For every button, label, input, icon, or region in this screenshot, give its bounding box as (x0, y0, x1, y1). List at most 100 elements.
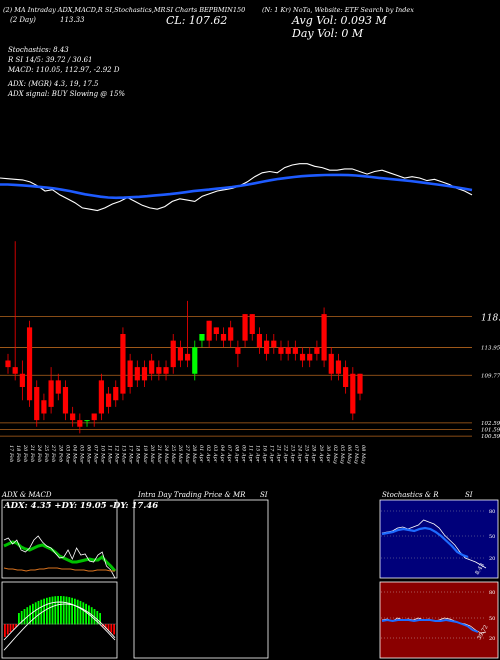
header-line1-right: SI Charts BEPBMIN150 (166, 6, 246, 14)
date-label-12: 07 Mar (92, 445, 98, 464)
candle-body-9 (70, 413, 76, 421)
candle-body-25 (184, 353, 191, 361)
date-label-15: 12 Mar (114, 445, 120, 464)
date-label-9: 04 Mar (71, 445, 77, 464)
macd-bar-34 (99, 613, 101, 625)
macd-bar-23 (68, 597, 71, 625)
intraday-panel-title2: SI (260, 491, 268, 499)
macd-bar-18 (54, 596, 57, 625)
date-label-47: 05 May (339, 445, 345, 464)
macd-bar-16 (48, 597, 51, 625)
date-label-35: 15 Apr (254, 445, 260, 463)
adx-plus-di-line (3, 540, 117, 572)
intraday-panel-frame (133, 499, 269, 659)
date-label-23: 25 Mar (170, 444, 176, 464)
candle-body-34 (249, 314, 255, 334)
macd-bar-1 (6, 624, 9, 635)
date-label-4: 24 Feb (36, 444, 42, 462)
date-label-5: 25 Feb (43, 444, 49, 462)
candle-body-13 (98, 380, 104, 414)
candle-body-8 (62, 387, 69, 414)
date-label-17: 17 Mar (128, 445, 134, 464)
candle-body-21 (156, 367, 162, 374)
candle-body-10 (77, 420, 83, 427)
macd-bar-13 (40, 599, 43, 625)
date-label-2: 20 Feb (22, 444, 28, 462)
adx-minus-di-line (3, 535, 116, 579)
candle-body-19 (141, 367, 148, 381)
date-label-18: 18 Mar (135, 445, 141, 464)
level-label-3: 102.59 (481, 421, 500, 427)
date-label-50: 08 May (360, 445, 366, 464)
stoch-upper-frame (379, 499, 499, 579)
candle-body-49 (357, 373, 363, 394)
date-label-32: 08 Apr (233, 445, 239, 463)
date-label-41: 24 Apr (297, 444, 303, 463)
rsi-readout: R SI 14/5: 39.72 / 30.61 (8, 56, 93, 64)
date-label-43: 28 Apr (311, 444, 317, 463)
level-label-5: 100.59 (481, 434, 500, 440)
candle-body-24 (177, 347, 184, 361)
candle-body-22 (163, 367, 169, 374)
macd-bar-0 (4, 624, 6, 637)
macd-bar-36 (104, 624, 107, 629)
candle-body-20 (149, 360, 155, 374)
candle-body-42 (307, 353, 313, 361)
header-line2-left: (2 Day) (10, 16, 36, 24)
candle-body-36 (264, 340, 270, 354)
candle-body-1 (12, 367, 18, 374)
macd-bar-22 (65, 596, 68, 625)
macd-bar-15 (46, 597, 48, 625)
date-label-7: 28 Feb (57, 444, 63, 462)
candle-body-7 (55, 380, 61, 394)
stoch-k-line (381, 519, 487, 569)
candle-body-17 (127, 360, 133, 387)
date-label-45: 30 Apr (325, 445, 331, 463)
date-label-29: 03 Apr (212, 445, 218, 463)
candle-body-3 (26, 327, 33, 401)
candle-body-15 (113, 387, 119, 401)
date-label-16: 13 Mar (121, 445, 127, 464)
date-label-0: 17 Feb (8, 445, 14, 462)
adx-panel-label: ADX: 4.35 +DY: 19.05 -DY: 17.46 (4, 501, 159, 511)
date-label-6: 27 Feb (50, 444, 56, 462)
macd-bar-37 (107, 624, 110, 631)
stoch-lower-tick-1: 50 (489, 616, 495, 622)
candle-body-18 (134, 367, 140, 381)
date-label-30: 04 Apr (219, 445, 225, 463)
candle-body-14 (105, 393, 112, 407)
stoch-upper-tick-1: 50 (489, 534, 495, 540)
candle-body-45 (328, 353, 334, 374)
macd-line (3, 601, 116, 641)
date-label-19: 19 Mar (142, 445, 148, 464)
macd-bar-27 (79, 600, 82, 625)
candle-body-30 (220, 334, 227, 341)
date-label-31: 07 Apr (226, 445, 232, 463)
adx-line (3, 567, 115, 572)
date-label-48: 06 May (346, 445, 352, 464)
date-label-1: 18 Feb (15, 445, 21, 462)
level-label-0: 118.62 (481, 314, 500, 324)
header-line1-left: (2) MA Intraday ADX,MACD,R (3, 6, 103, 14)
candle-body-38 (278, 347, 284, 354)
macd-signal-line (3, 603, 116, 651)
moving-average-line (0, 173, 473, 200)
rsi-signal-line (381, 618, 479, 633)
candle-body-0 (5, 360, 11, 368)
candle-body-11 (84, 420, 90, 422)
macd-bar-6 (20, 610, 23, 625)
date-label-27: 01 Apr (198, 445, 204, 463)
date-label-34: 11 Apr (247, 445, 253, 463)
candle-body-40 (292, 347, 298, 354)
day-volume-label: Day Vol: 0 M (292, 27, 364, 40)
macd-bar-38 (110, 624, 113, 633)
macd-bar-19 (57, 596, 59, 625)
level-label-4: 101.59 (481, 427, 500, 433)
date-label-21: 21 Mar (156, 444, 162, 464)
candle-body-5 (41, 400, 47, 414)
date-label-20: 20 Mar (149, 444, 155, 464)
macd-bar-3 (12, 624, 15, 630)
candle-body-16 (120, 334, 126, 394)
